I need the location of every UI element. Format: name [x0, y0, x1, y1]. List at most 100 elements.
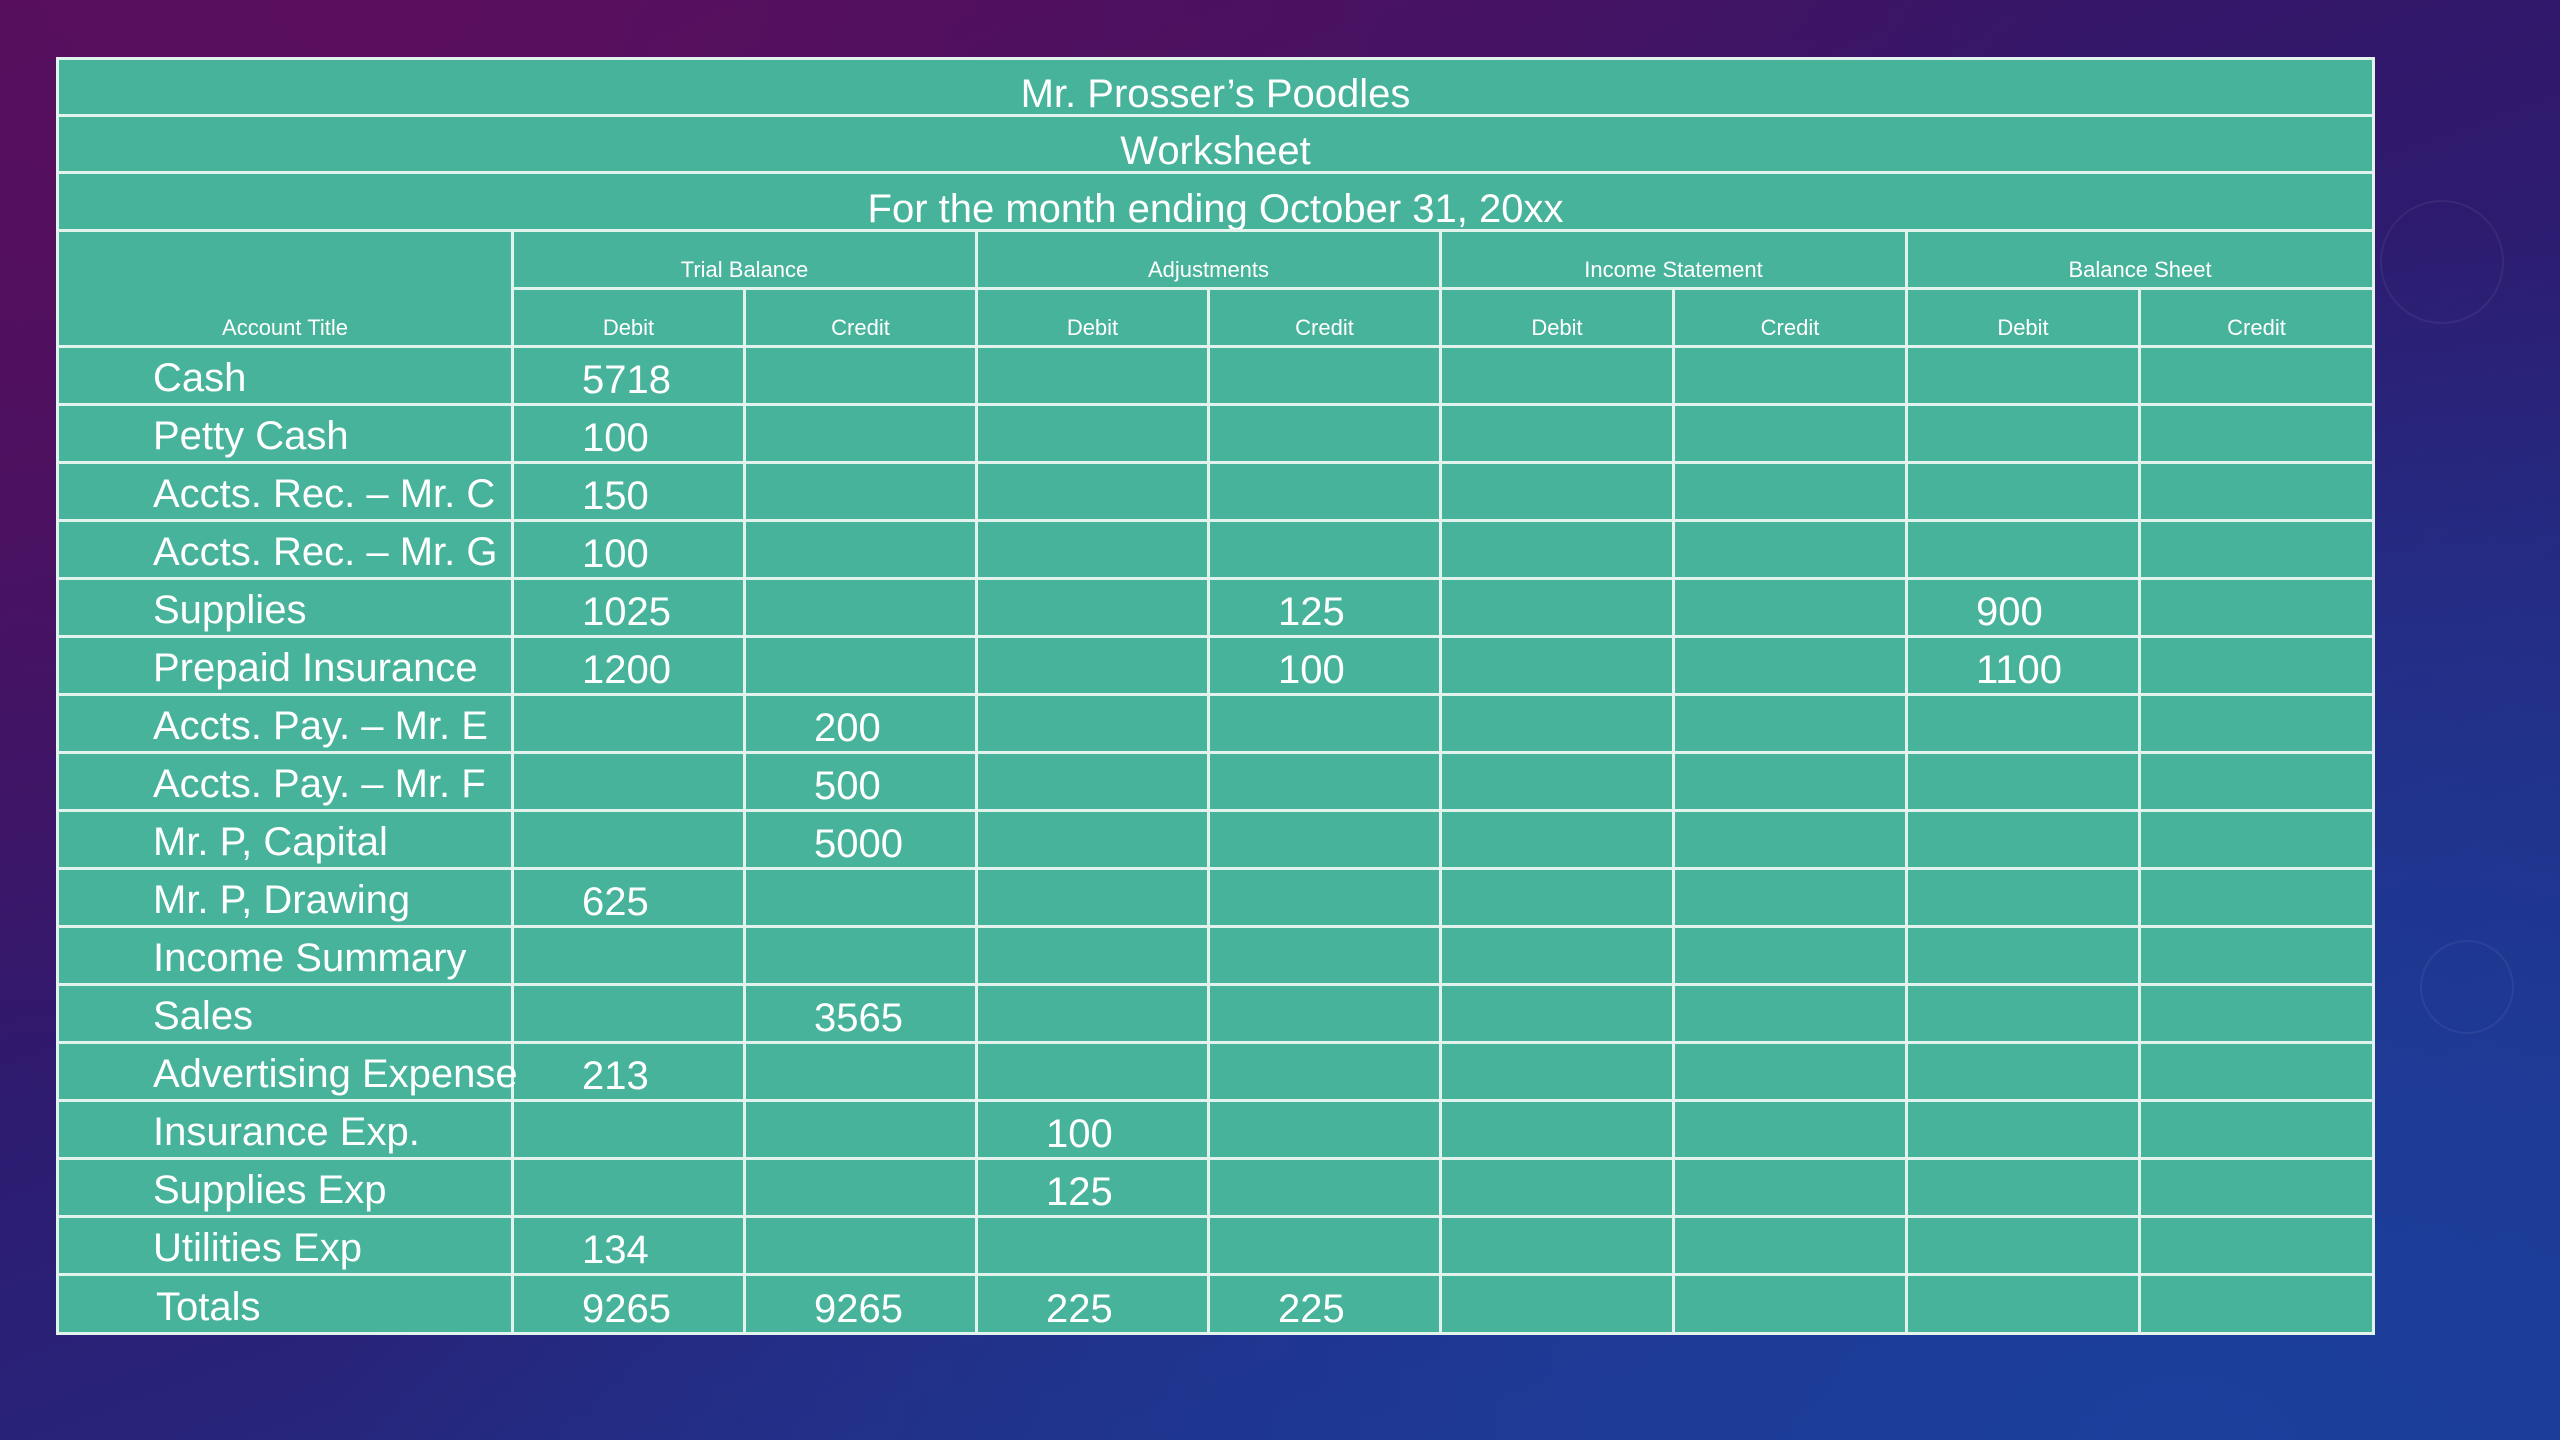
amount-cell-adj-debit — [975, 461, 1210, 522]
amount-cell-is-debit — [1439, 1157, 1675, 1218]
adjustments-header: Adjustments — [975, 229, 1442, 290]
amount-cell-adj-debit — [975, 345, 1210, 406]
amount-cell-is-debit — [1439, 983, 1675, 1044]
table-row: Mr. P, Drawing 625 — [56, 867, 2376, 928]
amount-cell-is-debit — [1439, 577, 1675, 638]
amount-cell-adj-credit — [1207, 1099, 1442, 1160]
account-title: Prepaid Insurance — [56, 635, 514, 696]
table-row: Income Summary — [56, 925, 2376, 986]
total-cell-tb-debit: 9265 — [511, 1273, 746, 1335]
amount-cell-adj-credit — [1207, 1041, 1442, 1102]
amount-cell-is-debit — [1439, 1215, 1675, 1276]
table-row: Accts. Pay. – Mr. F 500 — [56, 751, 2376, 812]
account-title: Utilities Exp — [56, 1215, 514, 1276]
amount-cell-bs-debit — [1905, 1041, 2141, 1102]
is-credit-header: Credit — [1672, 287, 1908, 348]
table-row: Insurance Exp. 100 — [56, 1099, 2376, 1160]
table-row: Petty Cash 100 — [56, 403, 2376, 464]
amount-cell-adj-credit — [1207, 519, 1442, 580]
amount-cell-adj-credit — [1207, 403, 1442, 464]
amount-cell-bs-credit — [2137, 693, 2376, 754]
account-title-header: Account Title — [56, 229, 514, 348]
amount-cell-adj-credit: 100 — [1207, 635, 1442, 696]
amount-cell-adj-debit: 125 — [975, 1157, 1210, 1218]
table-row: Advertising Expense 213 — [56, 1041, 2376, 1102]
amount-cell-tb-debit: 100 — [511, 403, 746, 464]
amount-cell-adj-credit: 125 — [1207, 577, 1442, 638]
total-cell-bs-credit — [2137, 1273, 2376, 1335]
amount-cell-bs-debit: 900 — [1905, 577, 2141, 638]
amount-cell-is-debit — [1439, 925, 1675, 986]
account-title: Accts. Pay. – Mr. E — [56, 693, 514, 754]
amount-cell-is-credit — [1672, 403, 1908, 464]
amount-cell-tb-debit — [511, 1157, 746, 1218]
amount-cell-is-credit — [1672, 867, 1908, 928]
amount-cell-tb-debit — [511, 925, 746, 986]
amount-cell-bs-debit — [1905, 345, 2141, 406]
amount-cell-is-credit — [1672, 577, 1908, 638]
amount-cell-tb-debit: 5718 — [511, 345, 746, 406]
amount-cell-tb-debit: 213 — [511, 1041, 746, 1102]
amount-cell-tb-credit — [743, 867, 978, 928]
amount-cell-bs-credit — [2137, 1099, 2376, 1160]
account-title: Cash — [56, 345, 514, 406]
amount-cell-adj-debit — [975, 925, 1210, 986]
table-row: Cash 5718 — [56, 345, 2376, 406]
amount-cell-bs-debit — [1905, 809, 2141, 870]
amount-cell-is-credit — [1672, 1157, 1908, 1218]
account-title: Income Summary — [56, 925, 514, 986]
amount-cell-is-debit — [1439, 693, 1675, 754]
amount-cell-bs-credit — [2137, 867, 2376, 928]
amount-cell-adj-credit — [1207, 751, 1442, 812]
amount-cell-adj-debit: 100 — [975, 1099, 1210, 1160]
amount-cell-tb-debit: 1200 — [511, 635, 746, 696]
amount-cell-is-credit — [1672, 751, 1908, 812]
amount-cell-is-debit — [1439, 635, 1675, 696]
amount-cell-adj-debit — [975, 519, 1210, 580]
amount-cell-tb-credit — [743, 345, 978, 406]
account-title: Mr. P, Drawing — [56, 867, 514, 928]
amount-cell-tb-credit — [743, 925, 978, 986]
amount-cell-tb-debit: 625 — [511, 867, 746, 928]
amount-cell-bs-credit — [2137, 345, 2376, 406]
amount-cell-is-debit — [1439, 751, 1675, 812]
amount-cell-tb-debit: 150 — [511, 461, 746, 522]
amount-cell-tb-debit — [511, 1099, 746, 1160]
amount-cell-adj-debit — [975, 867, 1210, 928]
amount-cell-tb-credit: 5000 — [743, 809, 978, 870]
total-cell-adj-debit: 225 — [975, 1273, 1210, 1335]
amount-cell-bs-credit — [2137, 1041, 2376, 1102]
amount-cell-adj-debit — [975, 751, 1210, 812]
amount-cell-bs-debit — [1905, 519, 2141, 580]
total-cell-adj-credit: 225 — [1207, 1273, 1442, 1335]
amount-cell-adj-debit — [975, 983, 1210, 1044]
total-cell-is-credit — [1672, 1273, 1908, 1335]
amount-cell-adj-debit — [975, 1215, 1210, 1276]
amount-cell-tb-debit — [511, 983, 746, 1044]
decorative-ring — [2420, 940, 2514, 1034]
amount-cell-bs-debit: 1100 — [1905, 635, 2141, 696]
amount-cell-is-debit — [1439, 867, 1675, 928]
account-title: Accts. Pay. – Mr. F — [56, 751, 514, 812]
amount-cell-bs-debit — [1905, 1215, 2141, 1276]
adj-debit-header: Debit — [975, 287, 1210, 348]
amount-cell-adj-debit — [975, 1041, 1210, 1102]
tb-debit-header: Debit — [511, 287, 746, 348]
bs-debit-header: Debit — [1905, 287, 2141, 348]
account-title: Supplies — [56, 577, 514, 638]
amount-cell-is-credit — [1672, 693, 1908, 754]
amount-cell-adj-credit — [1207, 693, 1442, 754]
amount-cell-bs-debit — [1905, 751, 2141, 812]
amount-cell-is-debit — [1439, 345, 1675, 406]
account-title: Accts. Rec. – Mr. G — [56, 519, 514, 580]
account-title: Advertising Expense — [56, 1041, 518, 1102]
document-title: Worksheet — [55, 114, 2376, 174]
table-row: Supplies Exp 125 — [56, 1157, 2376, 1218]
amount-cell-adj-credit — [1207, 1157, 1442, 1218]
amount-cell-bs-debit — [1905, 1099, 2141, 1160]
amount-cell-adj-credit — [1207, 461, 1442, 522]
bs-credit-header: Credit — [2137, 287, 2376, 348]
amount-cell-bs-credit — [2137, 577, 2376, 638]
company-name: Mr. Prosser’s Poodles — [55, 57, 2376, 117]
amount-cell-tb-credit: 200 — [743, 693, 978, 754]
